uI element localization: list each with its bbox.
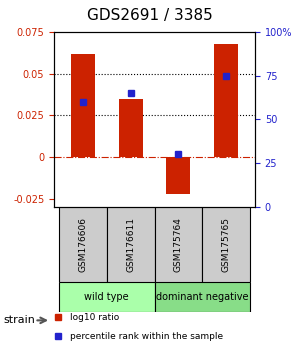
FancyBboxPatch shape <box>202 207 250 282</box>
Text: percentile rank within the sample: percentile rank within the sample <box>70 332 223 341</box>
Text: wild type: wild type <box>84 292 129 302</box>
Bar <box>214 44 238 157</box>
Text: GSM175764: GSM175764 <box>174 217 183 272</box>
Text: strain: strain <box>3 315 35 325</box>
Bar <box>167 157 191 194</box>
Bar <box>118 98 142 157</box>
FancyBboxPatch shape <box>106 207 154 282</box>
FancyBboxPatch shape <box>154 282 250 312</box>
Text: GSM175765: GSM175765 <box>222 217 231 272</box>
FancyBboxPatch shape <box>59 207 106 282</box>
Bar <box>71 53 95 157</box>
Text: log10 ratio: log10 ratio <box>70 313 119 322</box>
FancyBboxPatch shape <box>154 207 202 282</box>
Text: dominant negative: dominant negative <box>156 292 249 302</box>
Text: GSM176606: GSM176606 <box>78 217 87 272</box>
FancyBboxPatch shape <box>59 282 154 312</box>
Text: GSM176611: GSM176611 <box>126 217 135 272</box>
Text: GDS2691 / 3385: GDS2691 / 3385 <box>87 8 213 23</box>
